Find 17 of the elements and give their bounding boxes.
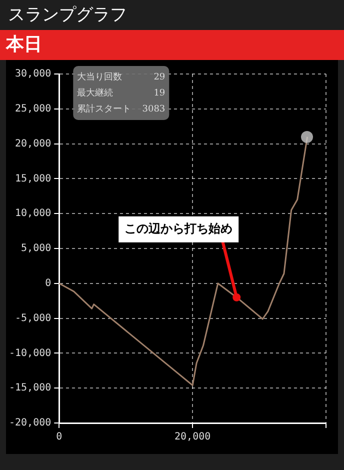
text: 累計スタート 3083	[77, 104, 166, 114]
text: 大当り回数 29	[77, 72, 166, 82]
y-tick-label: 15,000	[15, 173, 52, 184]
chart-title: スランプグラフ	[7, 4, 128, 27]
annotation: この辺から打ち始め	[124, 221, 233, 236]
y-tick-label: 20,000	[15, 138, 52, 150]
y-tick-label: 25,000	[15, 103, 52, 114]
y-tick-label: -15,000	[8, 382, 52, 394]
y-tick-label: 0	[45, 278, 52, 289]
y-tick-label: -10,000	[8, 348, 52, 359]
y-tick-label: -20,000	[8, 418, 52, 429]
text: 最大継続 19	[77, 88, 166, 98]
y-tick-label: 5,000	[21, 243, 52, 254]
y-tick-label: 30,000	[15, 68, 52, 80]
y-tick-label: -5,000	[15, 312, 52, 324]
chart-subtitle: 本日	[0, 30, 344, 60]
y-tick-label: 10,000	[15, 208, 52, 220]
